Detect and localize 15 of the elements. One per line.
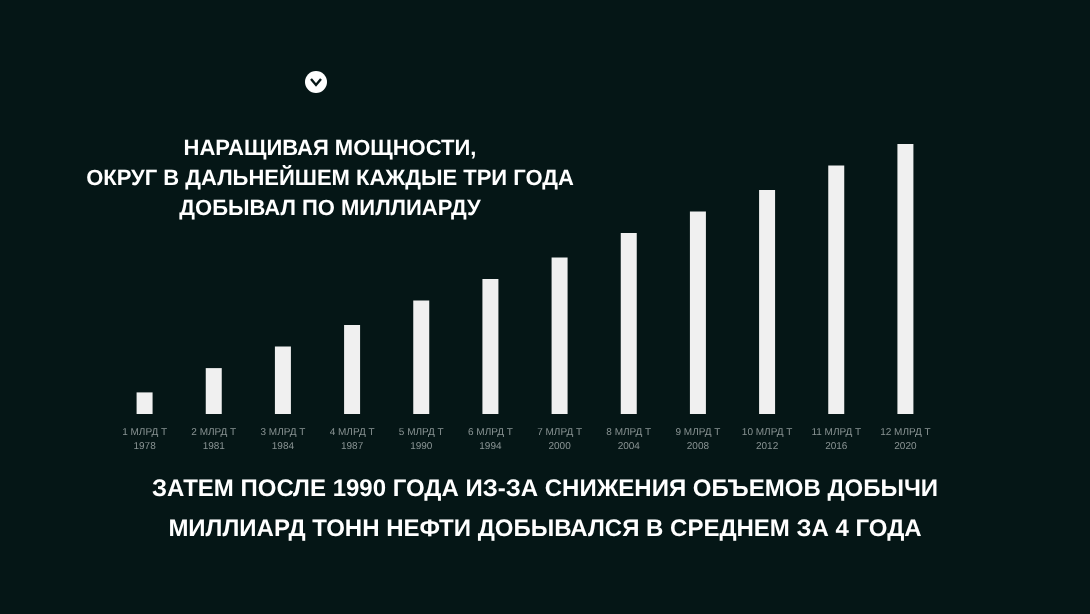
bar bbox=[551, 257, 568, 414]
text: МИЛЛИАРД ТОНН НЕФТИ ДОБЫВАЛСЯ В СРЕДНЕМ ЗА 4 ГОДА bbox=[168, 514, 923, 542]
bar bbox=[344, 324, 361, 414]
bar bbox=[274, 346, 291, 414]
text: НАРАЩИВАЯ МОЩНОСТИ, ОКРУГ В ДАЛЬНЕЙШЕМ КАЖДЫЕ ТРИ ГОДА ДОБЫВАЛ ПО МИЛЛИАРДУ bbox=[86, 137, 574, 221]
bar bbox=[828, 165, 845, 414]
bar bbox=[897, 144, 914, 414]
bar bbox=[620, 233, 637, 414]
bar bbox=[759, 189, 776, 414]
bar bbox=[413, 300, 430, 414]
bar bbox=[482, 279, 499, 414]
text: ЗАТЕМ ПОСЛЕ 1990 ГОДА ИЗ-ЗА СНИЖЕНИЯ ОБЪЕМОВ ДОБЫЧИ bbox=[151, 474, 939, 502]
bar bbox=[205, 368, 222, 414]
bar bbox=[136, 392, 153, 414]
bar bbox=[689, 211, 706, 414]
